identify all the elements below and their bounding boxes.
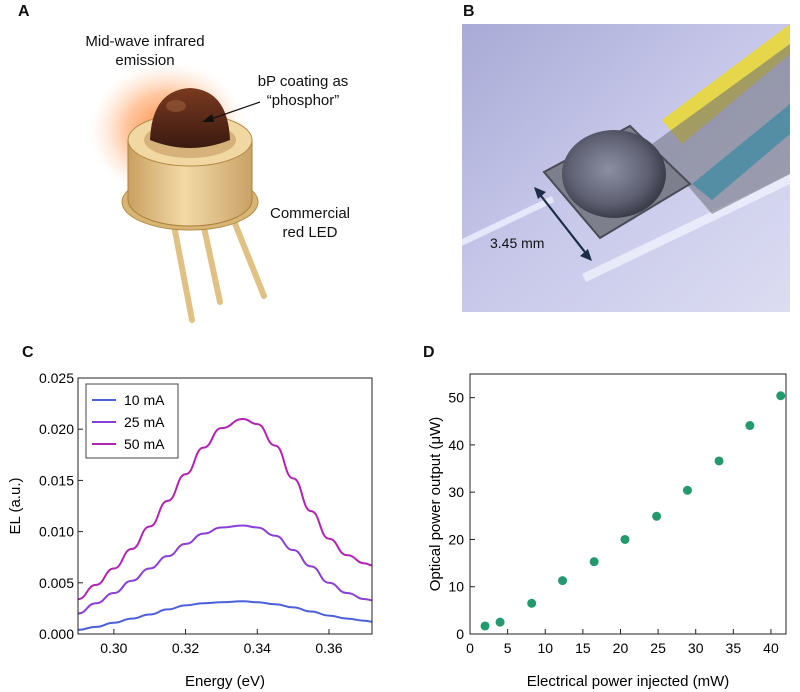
scale-line [537,191,589,257]
chart-power-output: 0 5 10 15 20 25 30 35 40 0 10 20 30 40 50 Electrical p… [427,373,787,690]
c-series-group [77,417,373,631]
c-y-tick-label: 0.015 [39,472,74,488]
d-data-point [480,621,490,631]
d-x-tick-label: 35 [726,640,742,656]
c-x-axis-label: Energy (eV) [185,673,265,690]
d-x-tick-label: 30 [688,640,704,656]
d-x-axis-label: Electrical power injected (mW) [527,673,730,690]
panel-c-letter: C [22,344,34,361]
coating-arrowhead [202,114,214,122]
c-axes: 0.30 0.32 0.34 0.36 0.000 0.005 0.010 0.015 0.02… [39,370,343,656]
panel-b-letter: B [463,3,475,20]
device-photo: 3.45 mm [462,24,790,312]
c-y-tick-label: 0.010 [39,524,74,540]
panel-d-letter: D [423,344,435,361]
c-y-tick-label: 0.020 [39,421,74,437]
scale-label: 3.45 mm [490,235,544,251]
label-led: Commercial red LED [269,205,350,241]
d-data-point [495,617,505,627]
panel-a-letter: A [18,3,30,20]
led-legs [169,212,267,323]
d-y-tick-label: 30 [448,484,464,500]
c-legend-label: 50 mA [124,436,165,452]
d-axes: 0 5 10 15 20 25 30 35 40 0 10 20 30 40 50 [448,390,779,656]
c-y-axis-label: EL (a.u.) [7,478,24,535]
d-y-tick-label: 20 [448,531,464,547]
d-data-point [589,557,599,567]
led-illustration [90,62,267,323]
d-y-tick-label: 50 [448,390,464,406]
label-coating: bP coating as “phosphor” [257,73,349,109]
d-y-tick-label: 0 [456,626,464,642]
d-data-point [714,456,724,466]
d-data-point [652,511,662,521]
scale-arrowhead-bottom [580,249,592,261]
bp-coated-device [562,130,666,218]
d-x-tick-label: 5 [504,640,512,656]
d-data-point [620,534,630,544]
solder-area [652,44,790,214]
chart-el-spectra: 0.30 0.32 0.34 0.36 0.000 0.005 0.010 0.015 0.02… [7,370,373,690]
d-x-tick-label: 0 [466,640,474,656]
d-y-tick-label: 40 [448,437,464,453]
d-data-point [776,391,786,401]
glass-strip-lower [582,174,790,282]
d-data-point [745,421,755,431]
c-y-tick-label: 0.000 [39,626,74,642]
c-plot-frame [77,377,373,635]
d-x-tick-label: 25 [650,640,666,656]
c-x-tick-label: 0.30 [100,640,127,656]
c-series-line-50-mA [77,417,373,601]
c-y-tick-label: 0.025 [39,370,74,386]
d-data-point [558,576,568,586]
c-legend: 10 mA 25 mA 50 mA [85,383,179,459]
dome-highlight [166,100,186,112]
d-plot-frame [469,373,787,635]
c-legend-label: 25 mA [124,414,165,430]
glass-strip [462,196,554,246]
d-data-point [682,485,692,495]
d-x-tick-label: 20 [613,640,629,656]
label-emission: Mid-wave infrared emission [85,33,205,69]
c-y-tick-label: 0.005 [39,575,74,591]
d-data-point [527,598,537,608]
d-y-axis-label: Optical power output (μW) [427,417,444,592]
scale-arrowhead-top [534,187,546,199]
d-x-tick-label: 40 [763,640,779,656]
c-legend-label: 10 mA [124,392,165,408]
coating-arrow [207,101,261,121]
d-x-tick-label: 10 [537,640,553,656]
c-x-tick-label: 0.34 [244,640,271,656]
c-x-tick-label: 0.36 [315,640,342,656]
c-series-line-10-mA [77,600,373,631]
d-x-tick-label: 15 [575,640,591,656]
c-x-tick-label: 0.32 [172,640,199,656]
d-y-tick-label: 10 [448,579,464,595]
d-points-group [480,391,786,631]
c-series-line-25-mA [77,524,373,615]
